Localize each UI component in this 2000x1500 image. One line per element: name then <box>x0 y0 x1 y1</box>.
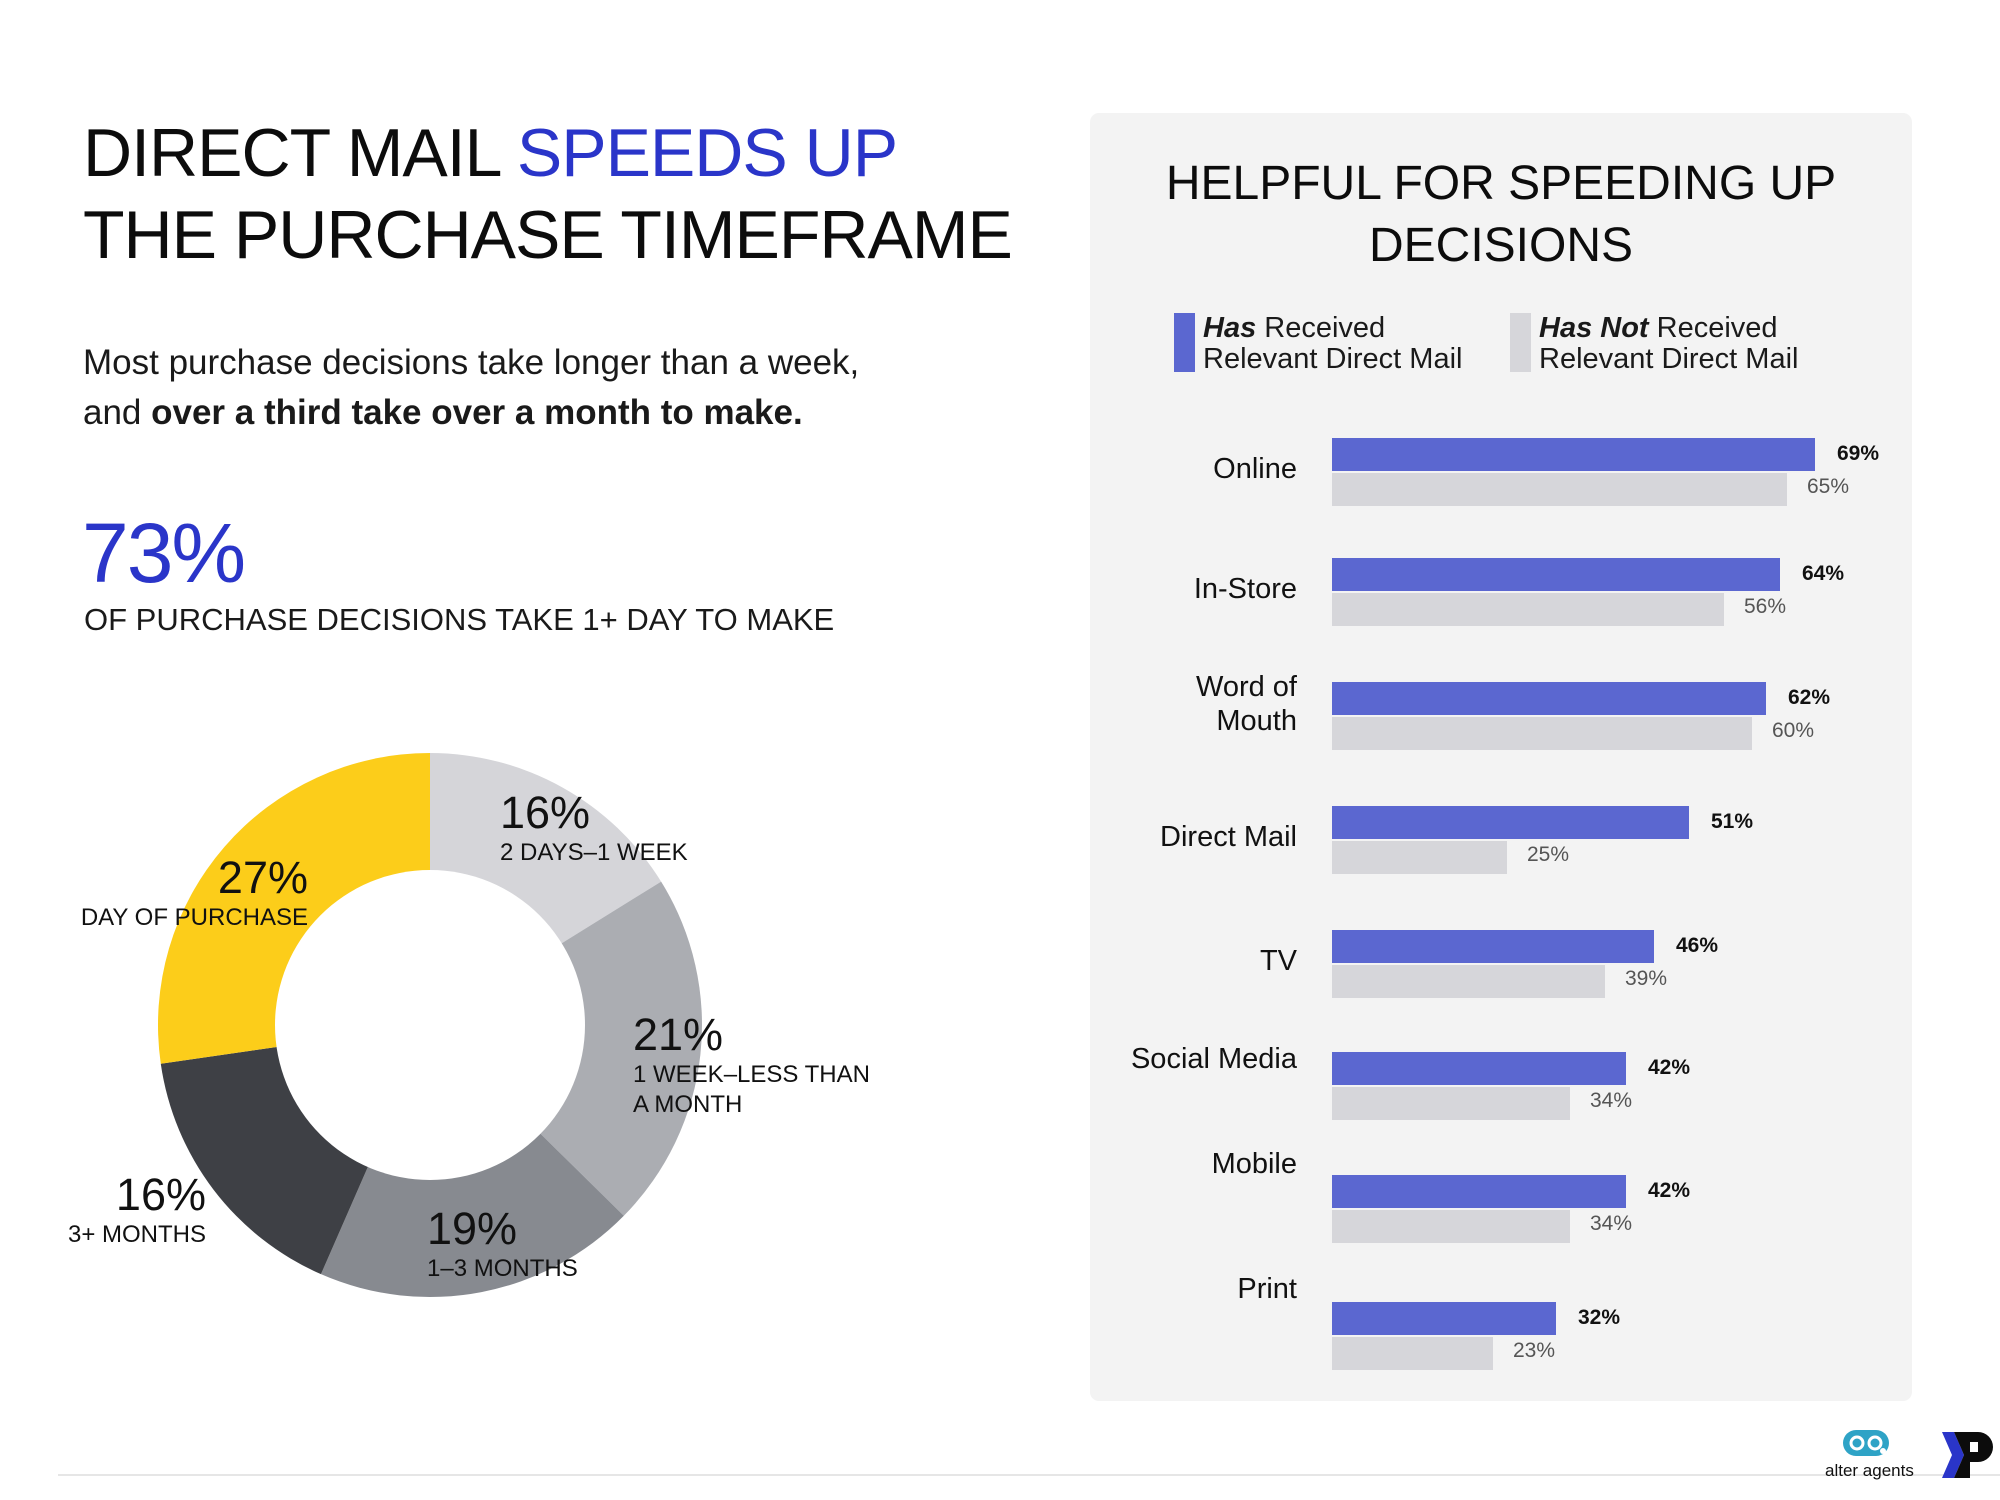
stat-value: 73% <box>82 506 246 600</box>
value-label-has-received: 32% <box>1578 1306 1621 1329</box>
alter-agents-logo: alter agents <box>1825 1430 1914 1480</box>
bar-has-received <box>1332 806 1689 839</box>
legend-text: Has Received Relevant Direct Mail <box>1203 313 1462 375</box>
donut-label-1week-1month: 21% 1 WEEK–LESS THAN A MONTH <box>633 1010 870 1120</box>
p-logo <box>1942 1432 1993 1478</box>
value-label-has-not-received: 56% <box>1744 595 1787 618</box>
value-label-has-received: 42% <box>1648 1056 1691 1079</box>
donut-caption: 1–3 MONTHS <box>427 1255 578 1282</box>
bar-has-not-received <box>1332 841 1507 874</box>
legend-line2: Relevant Direct Mail <box>1539 343 1799 375</box>
bar-category-label: Mobile <box>1211 1148 1297 1180</box>
legend-emph: Has <box>1203 312 1257 344</box>
bar-has-received <box>1332 930 1654 963</box>
panel-title: HELPFUL FOR SPEEDING UP DECISIONS <box>1090 153 1912 277</box>
donut-caption: 3+ MONTHS <box>67 1221 206 1248</box>
value-label-has-not-received: 25% <box>1527 843 1570 866</box>
alter-agents-wordmark: alter agents <box>1825 1461 1914 1480</box>
value-label-has-received: 46% <box>1676 934 1719 957</box>
bar-has-not-received <box>1332 473 1787 506</box>
subtitle-line1: Most purchase decisions take longer than… <box>83 343 860 382</box>
value-label-has-not-received: 60% <box>1772 719 1815 742</box>
bar-category-label: Word of Mouth <box>1195 671 1297 737</box>
donut-caption: 1 WEEK–LESS THAN <box>633 1061 870 1088</box>
bar-has-received <box>1332 558 1780 591</box>
donut-hole <box>275 870 585 1180</box>
donut-pct: 19% <box>427 1203 518 1254</box>
value-label-has-received: 51% <box>1711 810 1754 833</box>
donut-label-1-3months: 19% 1–3 MONTHS <box>427 1204 578 1284</box>
value-label-has-received: 69% <box>1837 442 1880 465</box>
value-label-has-received: 42% <box>1648 1179 1691 1202</box>
bar-category-label: In-Store <box>1193 573 1297 605</box>
subtitle-line2-prefix: and <box>83 393 152 432</box>
bar-category-label: Online <box>1213 453 1297 485</box>
bar-category-label: Direct Mail <box>1160 821 1297 853</box>
footer-divider <box>58 1474 2000 1476</box>
subtitle-line2-bold: over a third take over a month to make. <box>151 393 803 432</box>
legend-line2: Relevant Direct Mail <box>1203 343 1463 375</box>
legend-item-has-not-received: Has Not Received Relevant Direct Mail <box>1510 313 1798 375</box>
value-label-has-not-received: 34% <box>1590 1089 1633 1112</box>
donut-pct: 16% <box>115 1169 206 1220</box>
panel-title-line1: HELPFUL FOR SPEEDING UP <box>1165 157 1837 210</box>
bar-has-received <box>1332 1052 1626 1085</box>
legend-emph: Has Not <box>1539 312 1649 344</box>
donut-label-day-of-purchase: 27% DAY OF PURCHASE <box>60 853 308 933</box>
page-title: DIRECT MAIL SPEEDS UP THE PURCHASE TIMEF… <box>83 112 1013 276</box>
title-part1: DIRECT MAIL <box>83 115 517 191</box>
legend-rest: Received <box>1256 312 1386 344</box>
legend-swatch-gray <box>1510 313 1531 372</box>
value-label-has-not-received: 23% <box>1513 1339 1556 1362</box>
title-accent: SPEEDS UP <box>516 115 898 191</box>
donut-pct: 16% <box>500 787 591 838</box>
bar-has-received <box>1332 1175 1626 1208</box>
donut-label-2days-1week: 16% 2 DAYS–1 WEEK <box>500 788 688 868</box>
value-label-has-not-received: 39% <box>1625 967 1668 990</box>
panel-title-line2: DECISIONS <box>1368 219 1634 272</box>
donut-chart <box>158 753 702 1297</box>
bar-has-not-received <box>1332 965 1605 998</box>
legend-rest: Received <box>1648 312 1778 344</box>
legend-text: Has Not Received Relevant Direct Mail <box>1539 313 1798 375</box>
subtitle: Most purchase decisions take longer than… <box>83 338 859 438</box>
title-line2: THE PURCHASE TIMEFRAME <box>83 197 1013 273</box>
legend-swatch-blue <box>1174 313 1195 372</box>
value-label-has-received: 62% <box>1788 686 1831 709</box>
donut-caption: DAY OF PURCHASE <box>80 904 308 931</box>
bar-category-label: Print <box>1237 1273 1297 1305</box>
donut-pct: 27% <box>217 852 308 903</box>
bar-has-received <box>1332 438 1815 471</box>
donut-pct: 21% <box>633 1009 724 1060</box>
bar-has-not-received <box>1332 1210 1570 1243</box>
donut-caption: A MONTH <box>633 1091 743 1118</box>
bar-has-not-received <box>1332 1337 1493 1370</box>
bar-has-not-received <box>1332 717 1752 750</box>
bar-category-label: TV <box>1259 945 1297 977</box>
donut-label-3plus-months: 16% 3+ MONTHS <box>50 1170 206 1250</box>
value-label-has-not-received: 34% <box>1590 1212 1633 1235</box>
bar-chart-panel: HELPFUL FOR SPEEDING UP DECISIONS Has Re… <box>1090 113 1912 1401</box>
stat-caption: OF PURCHASE DECISIONS TAKE 1+ DAY TO MAK… <box>84 602 835 637</box>
donut-caption: 2 DAYS–1 WEEK <box>500 839 688 866</box>
value-label-has-not-received: 65% <box>1807 475 1850 498</box>
value-label-has-received: 64% <box>1802 562 1845 585</box>
bar-has-not-received <box>1332 1087 1570 1120</box>
bar-has-received <box>1332 1302 1556 1335</box>
bar-has-not-received <box>1332 593 1724 626</box>
legend-item-has-received: Has Received Relevant Direct Mail <box>1174 313 1462 375</box>
bar-has-received <box>1332 682 1766 715</box>
bar-category-label: Social Media <box>1130 1043 1297 1075</box>
